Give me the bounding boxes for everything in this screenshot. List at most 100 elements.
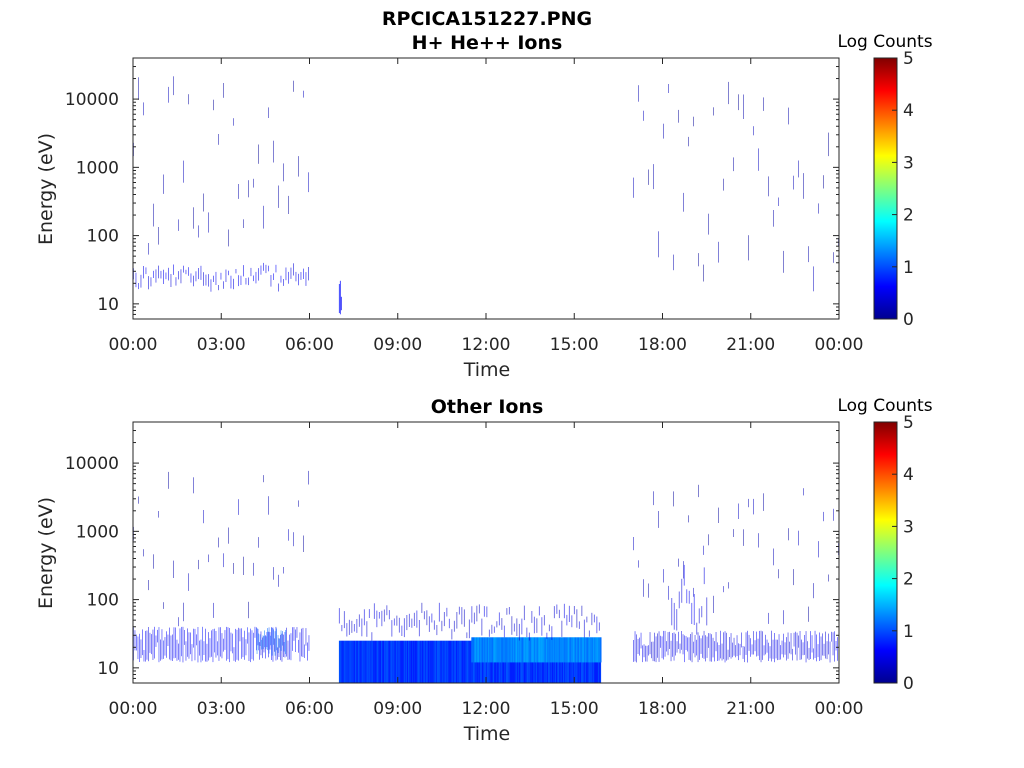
spectrogram-column xyxy=(554,637,556,663)
spectrogram-column xyxy=(425,640,428,683)
spectrogram-stripe xyxy=(178,219,179,231)
spectrogram-column xyxy=(577,637,579,663)
y-tick-label: 1000 xyxy=(76,522,119,542)
spectrogram-column xyxy=(542,637,544,663)
spectrogram-stripe xyxy=(140,274,142,288)
spectrogram-stripe xyxy=(653,164,654,190)
spectrogram-column xyxy=(591,637,593,663)
spectrogram-stripe xyxy=(268,496,269,515)
spectrogram-stripe xyxy=(248,180,249,198)
spectrogram-stripe xyxy=(214,628,215,653)
spectrogram-column xyxy=(404,640,407,683)
spectrogram-column xyxy=(456,640,459,683)
spectrogram-column xyxy=(560,637,562,663)
spectrogram-column xyxy=(352,640,355,683)
spectrogram-column xyxy=(364,640,367,683)
spectrogram-stripe xyxy=(158,627,160,663)
spectrogram-stripe xyxy=(727,649,729,660)
panel-1-title: H+ He++ Ions xyxy=(412,32,563,54)
spectrogram-column xyxy=(570,637,572,663)
spectrogram-column xyxy=(502,637,504,663)
spectrogram-stripe xyxy=(255,271,257,284)
spectrogram-column xyxy=(486,637,488,663)
spectrogram-stripe xyxy=(300,272,302,280)
spectrogram-column xyxy=(511,637,513,663)
spectrogram-stripe xyxy=(759,630,760,661)
panel-1-spectrogram xyxy=(133,76,839,315)
spectrogram-stripe xyxy=(148,276,149,290)
spectrogram-column xyxy=(506,637,508,663)
spectrogram-stripe xyxy=(346,623,348,637)
spectrogram-stripe xyxy=(198,268,199,280)
spectrogram-column xyxy=(545,637,547,663)
spectrogram-stripe xyxy=(711,634,712,662)
spectrogram-stripe xyxy=(178,617,179,627)
spectrogram-stripe xyxy=(215,631,217,658)
spectrogram-column xyxy=(514,637,516,663)
spectrogram-column xyxy=(536,637,538,663)
spectrogram-column xyxy=(543,637,545,663)
spectrogram-stripe xyxy=(275,626,277,661)
spectrogram-stripe xyxy=(228,527,229,544)
spectrogram-stripe xyxy=(663,630,664,660)
spectrogram-stripe xyxy=(793,175,794,190)
spectrogram-column xyxy=(599,637,601,663)
spectrogram-stripe xyxy=(745,632,747,655)
spectrogram-stripe xyxy=(807,641,808,659)
spectrogram-stripe xyxy=(396,615,398,626)
spectrogram-stripe xyxy=(195,271,197,282)
spectrogram-column xyxy=(376,640,379,683)
spectrogram-column xyxy=(485,637,487,663)
spectrogram-stripe xyxy=(804,635,805,655)
spectrogram-column xyxy=(419,640,422,683)
spectrogram-column xyxy=(438,640,441,683)
spectrogram-column xyxy=(447,640,450,683)
x-tick-label: 12:00 xyxy=(462,699,511,719)
spectrogram-column xyxy=(452,640,455,683)
spectrogram-stripe xyxy=(134,630,136,651)
spectrogram-stripe xyxy=(728,582,729,589)
spectrogram-stripe xyxy=(143,650,145,662)
spectrogram-stripe xyxy=(701,606,703,618)
spectrogram-column xyxy=(407,640,410,683)
spectrogram-stripe xyxy=(488,629,490,637)
spectrogram-stripe xyxy=(155,635,157,647)
spectrogram-stripe xyxy=(401,625,403,636)
spectrogram-column xyxy=(378,640,381,683)
spectrogram-column xyxy=(423,640,426,683)
spectrogram-stripe xyxy=(699,635,700,660)
spectrogram-column xyxy=(510,637,512,663)
spectrogram-stripe xyxy=(730,633,732,659)
spectrogram-column xyxy=(369,640,372,683)
spectrogram-stripe xyxy=(157,629,158,643)
spectrogram-stripe xyxy=(643,579,644,597)
spectrogram-stripe xyxy=(223,83,224,98)
spectrogram-stripe xyxy=(431,613,433,623)
spectrogram-stripe xyxy=(803,488,804,496)
spectrogram-stripe xyxy=(170,635,172,661)
spectrogram-column xyxy=(415,640,418,683)
spectrogram-column xyxy=(578,637,580,663)
panel-h-he-ions: H+ He++ Ions 00:00 03:00 06:00 09:00 12:00 15… xyxy=(35,32,933,381)
spectrogram-stripe xyxy=(456,612,458,629)
spectrogram-stripe xyxy=(813,266,814,292)
spectrogram-stripe xyxy=(763,97,764,111)
spectrogram-column xyxy=(444,640,447,683)
spectrogram-stripe xyxy=(154,626,155,659)
spectrogram-stripe xyxy=(491,624,493,634)
spectrogram-column xyxy=(383,640,386,683)
spectrogram-stripe xyxy=(733,637,735,656)
spectrogram-column xyxy=(550,637,552,663)
spectrogram-stripe xyxy=(215,271,217,285)
spectrogram-column xyxy=(413,640,416,683)
spectrogram-stripe xyxy=(823,511,824,522)
spectrogram-stripe xyxy=(218,627,220,661)
spectrogram-stripe xyxy=(818,203,819,214)
spectrogram-column xyxy=(463,640,466,683)
spectrogram-column xyxy=(460,640,463,683)
spectrogram-column xyxy=(448,640,451,683)
panel-2-spectrogram xyxy=(133,470,840,683)
spectrogram-stripe xyxy=(691,632,693,663)
spectrogram-stripe xyxy=(428,616,430,632)
spectrogram-stripe xyxy=(254,626,256,638)
